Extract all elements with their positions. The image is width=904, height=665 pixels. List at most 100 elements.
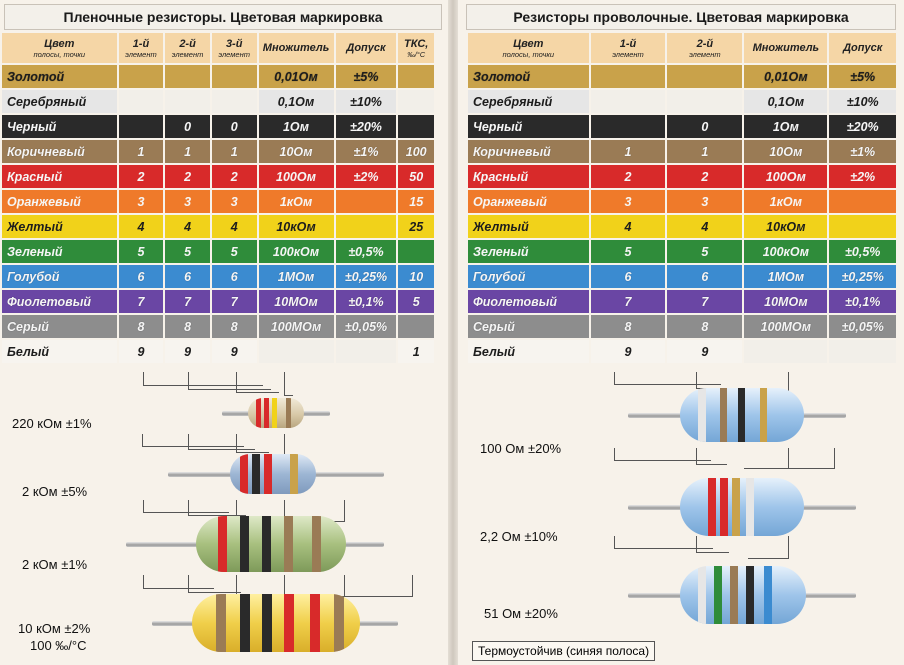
column-header-title: 1-й <box>619 37 637 50</box>
value-cell-mult: 10Ом <box>744 140 828 163</box>
leader-line <box>284 395 293 396</box>
value-cell-d1: 5 <box>118 240 164 263</box>
resistor-body <box>680 388 804 442</box>
leader-line <box>236 452 269 453</box>
value-cell-mult: 1кОм <box>744 190 828 213</box>
value-cell-tks <box>398 90 434 113</box>
value-cell-d2: 2 <box>667 165 743 188</box>
value-cell-d1 <box>590 90 666 113</box>
color-band <box>698 566 706 624</box>
leader-line <box>696 552 729 553</box>
table-row-violet: Фиолетовый 7 7 7 10МОм ±0,1% 5 <box>2 290 434 313</box>
example-label: 2,2 Ом ±10% <box>480 529 558 544</box>
color-name-cell: Голубой <box>468 265 589 288</box>
value-cell-tol: ±2% <box>829 165 896 188</box>
value-cell-d3: 5 <box>211 240 257 263</box>
table-row-black: Черный 0 0 1Ом ±20% <box>2 115 434 138</box>
column-header-subtitle: элемент <box>125 49 157 59</box>
example-label: 100 Ом ±20% <box>480 441 562 456</box>
value-cell-mult: 1Ом <box>744 115 828 138</box>
color-name-cell: Золотой <box>2 65 117 88</box>
value-cell-d2: 1 <box>667 140 743 163</box>
table-header-row: Цвет полосы, точки 1-й элемент 2-й элемент 3-й… <box>2 33 434 63</box>
column-header-title: Допуск <box>843 42 883 54</box>
leader-line <box>614 460 711 461</box>
color-name-cell: Голубой <box>2 265 117 288</box>
leader-line <box>788 536 789 558</box>
value-cell-d1: 9 <box>118 340 164 363</box>
value-cell-tol: ±0,1% <box>335 290 397 313</box>
value-cell-mult: 10МОм <box>744 290 828 313</box>
value-cell-mult: 100Ом <box>744 165 828 188</box>
value-cell-d2: 9 <box>667 340 743 363</box>
value-cell-d2: 5 <box>165 240 210 263</box>
leader-line <box>142 434 143 446</box>
leader-line <box>236 500 237 518</box>
color-band <box>738 388 745 442</box>
leader-line <box>762 468 835 469</box>
value-cell-tol: ±0,25% <box>335 265 397 288</box>
color-band <box>262 516 271 572</box>
value-cell-mult: 1кОм <box>258 190 334 213</box>
leader-line <box>284 575 285 596</box>
value-cell-tol: ±0,1% <box>829 290 896 313</box>
color-band <box>746 566 754 624</box>
value-cell-mult: 0,01Ом <box>258 65 334 88</box>
wire-resistor-table: Цвет полосы, точки 1-й элемент 2-й элемент Мно… <box>466 31 898 365</box>
value-cell-d3: 1 <box>211 140 257 163</box>
value-cell-tol: ±1% <box>829 140 896 163</box>
color-band <box>746 478 754 536</box>
value-cell-d2: 0 <box>165 115 210 138</box>
value-cell-tol: ±0,05% <box>335 315 397 338</box>
value-cell-d1: 9 <box>590 340 666 363</box>
value-cell-d1: 8 <box>590 315 666 338</box>
value-cell-d2: 7 <box>165 290 210 313</box>
value-cell-d1: 6 <box>590 265 666 288</box>
value-cell-d1: 6 <box>118 265 164 288</box>
color-name-cell: Желтый <box>2 215 117 238</box>
table-row-grey: Серый 8 8 8 100МОм ±0,05% <box>2 315 434 338</box>
value-cell-mult: 1МОм <box>744 265 828 288</box>
color-name-cell: Белый <box>2 340 117 363</box>
column-header: Цвет полосы, точки <box>468 33 589 63</box>
leader-line <box>188 515 246 516</box>
leader-line <box>696 372 697 388</box>
value-cell-d3: 8 <box>211 315 257 338</box>
color-name-cell: Коричневый <box>468 140 589 163</box>
leader-line <box>614 372 615 384</box>
leader-line <box>143 575 144 588</box>
value-cell-tks <box>398 240 434 263</box>
leader-line <box>236 392 279 393</box>
table-row-green: Зеленый 5 5 100кОм ±0,5% <box>468 240 896 263</box>
leader-line <box>143 500 144 512</box>
value-cell-d3: 0 <box>211 115 257 138</box>
value-cell-d1: 1 <box>118 140 164 163</box>
value-cell-tol: ±20% <box>335 115 397 138</box>
value-cell-d1 <box>118 115 164 138</box>
color-band <box>286 398 291 428</box>
film-resistor-table: Цвет полосы, точки 1-й элемент 2-й элемент 3-й… <box>0 31 436 365</box>
leader-line <box>834 448 835 468</box>
leader-line <box>614 548 713 549</box>
color-band <box>262 594 272 652</box>
left-title: Пленочные резисторы. Цветовая маркировка <box>4 4 442 30</box>
column-header-subtitle: полосы, точки <box>33 49 86 59</box>
value-cell-d1: 3 <box>118 190 164 213</box>
resistor-body <box>680 478 804 536</box>
column-header-subtitle: полосы, точки <box>502 49 555 59</box>
table-row-black: Черный 0 1Ом ±20% <box>468 115 896 138</box>
leader-line <box>614 384 721 385</box>
leader-line <box>344 575 345 596</box>
table-row-white: Белый 9 9 9 1 <box>2 340 434 363</box>
color-band <box>264 454 272 494</box>
color-band <box>284 516 293 572</box>
column-header: Множитель <box>744 33 828 63</box>
value-cell-d2: 8 <box>667 315 743 338</box>
value-cell-d1 <box>118 90 164 113</box>
value-cell-d2: 4 <box>165 215 210 238</box>
value-cell-tks <box>398 115 434 138</box>
value-cell-d1: 1 <box>590 140 666 163</box>
value-cell-mult: 10МОм <box>258 290 334 313</box>
leader-line <box>284 372 285 395</box>
color-band <box>284 594 294 652</box>
